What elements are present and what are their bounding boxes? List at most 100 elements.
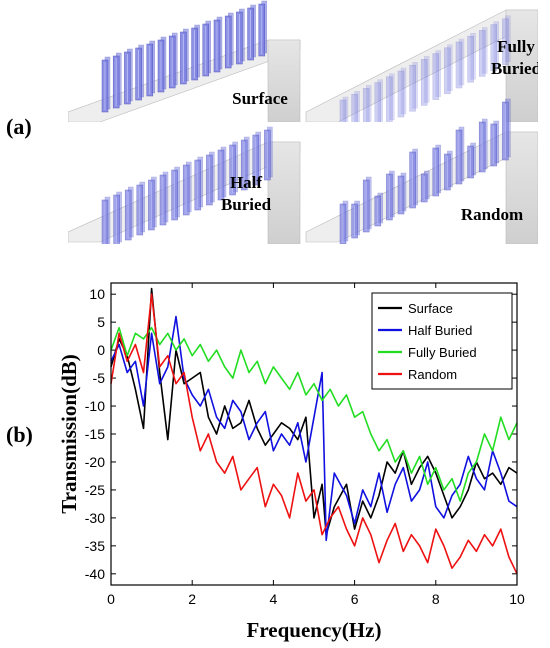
y-tick-label: -5 — [93, 370, 106, 386]
pillar — [112, 52, 122, 109]
pillar — [444, 44, 453, 95]
pillar — [113, 191, 122, 244]
legend-label: Surface — [408, 301, 453, 316]
render-label-half-buried: Half Buried — [221, 173, 272, 214]
y-tick-label: -10 — [85, 398, 105, 414]
pillar — [194, 156, 204, 211]
y-tick-label: -35 — [85, 538, 105, 554]
legend-label: Random — [408, 367, 457, 382]
series-line-half-buried — [110, 315, 518, 542]
chart-series — [110, 287, 518, 575]
pillar — [240, 136, 250, 191]
pillar — [136, 181, 146, 236]
chart-ticks: 0 2 4 6 8 10 10 5 0 -5 -10 -15 -20 -25 -30 -35 -40 — [85, 283, 525, 607]
series-line-surface — [110, 287, 518, 536]
pillar — [444, 150, 453, 191]
pillar — [182, 161, 192, 216]
y-tick-label: -40 — [85, 566, 105, 582]
pillar — [171, 166, 180, 221]
pillar — [467, 33, 476, 83]
pillar — [217, 146, 227, 201]
panel-b-label: (b) — [6, 422, 33, 447]
y-axis-title: Transmission(dB) — [57, 354, 81, 513]
x-tick-label: 0 — [107, 591, 115, 607]
y-tick-label: 5 — [97, 314, 105, 330]
pillar — [202, 20, 212, 77]
pillar-array-half-buried — [101, 126, 273, 244]
pillar — [455, 38, 465, 89]
y-tick-label: -20 — [85, 454, 105, 470]
pillar — [386, 170, 395, 221]
pillar — [247, 4, 256, 61]
pillar — [490, 21, 500, 71]
pillar — [157, 36, 167, 93]
pillar — [101, 56, 111, 113]
transmission-chart: 0 2 4 6 8 10 10 5 0 -5 -10 -15 -20 -25 -30 -35 -40 Frequ… — [57, 282, 525, 642]
pillar — [397, 67, 407, 118]
pillar — [386, 73, 395, 124]
pillar — [502, 15, 511, 66]
render-label-surface: Surface — [232, 89, 288, 108]
pillar — [478, 27, 488, 77]
pillar — [432, 144, 442, 197]
render-label-line: Half — [230, 173, 262, 192]
x-tick-label: 8 — [432, 591, 440, 607]
pillar — [168, 32, 178, 89]
x-tick-label: 4 — [270, 591, 278, 607]
y-tick-label: 0 — [97, 342, 105, 358]
pillar — [229, 141, 238, 196]
series-line-fully-buried — [110, 326, 518, 502]
pillar — [374, 192, 384, 227]
pillar — [455, 126, 465, 185]
pillar — [362, 176, 372, 233]
pillar — [148, 176, 157, 231]
pillar — [409, 148, 418, 209]
pillar — [432, 50, 442, 100]
y-tick-label: -15 — [85, 426, 105, 442]
render-label-line: Fully — [497, 37, 535, 56]
pillar — [502, 98, 511, 161]
pillar — [224, 12, 234, 69]
x-tick-label: 2 — [188, 591, 196, 607]
pillar — [180, 28, 189, 85]
pillar — [213, 16, 223, 73]
legend-label: Fully Buried — [408, 345, 477, 360]
structure-renders-panel: Surface Fully Buried Half Buried Random — [68, 0, 538, 244]
pillar — [135, 44, 144, 101]
y-tick-label: -30 — [85, 510, 105, 526]
pillar — [351, 200, 360, 239]
pillar — [397, 172, 407, 215]
render-surface: Surface — [68, 0, 301, 123]
render-label-line: Buried — [221, 195, 272, 214]
pillar — [420, 56, 430, 106]
render-fully-buried: Fully Buried — [305, 0, 538, 147]
render-label-random: Random — [461, 205, 523, 224]
pillar — [374, 79, 384, 129]
render-label-line: Surface — [232, 89, 288, 108]
chart-legend: Surface Half Buried Fully Buried Random — [371, 292, 513, 390]
pillar-array-fully-buried — [339, 15, 511, 147]
x-tick-label: 6 — [351, 591, 359, 607]
pillar — [258, 0, 268, 57]
plot-frame — [110, 282, 518, 586]
pillar-array-random — [339, 98, 511, 244]
legend-label: Half Buried — [408, 323, 472, 338]
pillar — [159, 171, 169, 226]
panel-a-label: (a) — [6, 114, 32, 139]
render-label-line: Random — [461, 205, 523, 224]
pillar — [467, 142, 476, 179]
render-label-fully-buried: Fully Buried — [491, 37, 538, 78]
pillar — [490, 120, 500, 167]
x-tick-label: 10 — [509, 591, 525, 607]
pillar — [409, 62, 418, 112]
render-random: Random — [305, 98, 538, 244]
pillar — [264, 126, 273, 181]
pillar-array-surface — [101, 0, 268, 113]
pillar — [339, 200, 349, 244]
pillar — [191, 24, 200, 81]
pillar — [124, 48, 133, 105]
render-label-line: Buried — [491, 59, 538, 78]
y-tick-label: 10 — [89, 286, 105, 302]
series-line-random — [110, 293, 518, 575]
pillar — [124, 186, 134, 241]
